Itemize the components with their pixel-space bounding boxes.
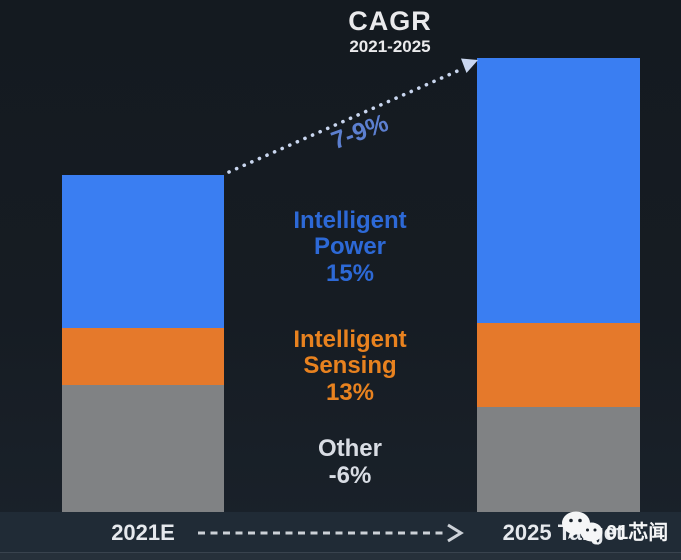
wechat-icon bbox=[562, 511, 603, 545]
legend-power-line1: Intelligent bbox=[293, 207, 407, 234]
chart-subtitle: 2021-2025 bbox=[349, 37, 431, 56]
bar-segment-sensing bbox=[62, 328, 224, 385]
chart-title-block: CAGR 2021-2025 bbox=[300, 6, 480, 57]
legend-power-line2: Power bbox=[313, 233, 387, 260]
bar-segment-sensing bbox=[477, 323, 640, 407]
x-axis-label-2021e: 2021E bbox=[111, 520, 175, 545]
legend-other: Other -6% bbox=[250, 436, 450, 489]
bar-segment-other bbox=[62, 385, 224, 512]
legend-sensing-pct: 13% bbox=[325, 379, 375, 406]
bar-2021e bbox=[62, 175, 224, 512]
cagr-value-label: 7-9% bbox=[327, 108, 393, 156]
legend-other-pct: -6% bbox=[328, 462, 372, 489]
legend-sensing-line1: Intelligent bbox=[293, 326, 407, 353]
watermark-text: 01芯闻 bbox=[606, 522, 669, 544]
bar-segment-other bbox=[477, 407, 640, 512]
legend-power-pct: 15% bbox=[325, 260, 375, 287]
bar-2025-target bbox=[477, 58, 640, 512]
bottom-edge-strip bbox=[0, 552, 681, 560]
legend-sensing-line2: Sensing bbox=[303, 352, 397, 379]
watermark: 01芯闻 bbox=[560, 510, 668, 546]
dotted-arrow-line bbox=[227, 67, 464, 174]
legend-other-line1: Other bbox=[317, 435, 382, 462]
bar-segment-power bbox=[477, 58, 640, 323]
arrowhead-icon bbox=[461, 58, 478, 73]
chart-title: CAGR bbox=[348, 6, 432, 36]
legend-intelligent-sensing: Intelligent Sensing 13% bbox=[250, 327, 450, 406]
bar-segment-power bbox=[62, 175, 224, 328]
legend-intelligent-power: Intelligent Power 15% bbox=[250, 208, 450, 287]
